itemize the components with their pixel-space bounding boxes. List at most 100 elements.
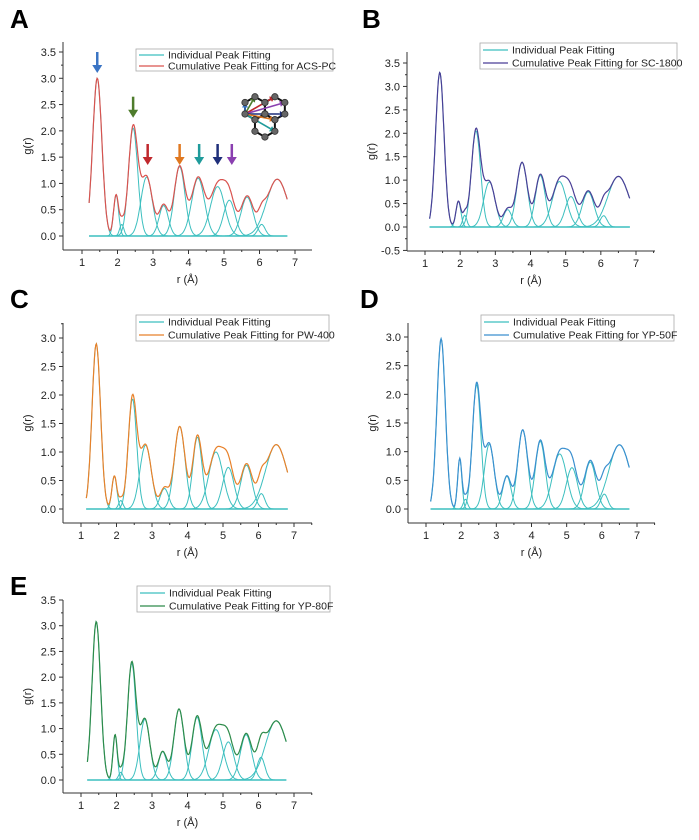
y-tick-label: 0.0 xyxy=(41,231,56,243)
y-tick-label: 1.0 xyxy=(41,724,56,736)
individual-peak-4 xyxy=(430,383,630,510)
y-tick-label: 2.5 xyxy=(386,361,401,373)
carbon-atom xyxy=(271,93,279,101)
arrow-head xyxy=(128,109,139,118)
x-axis-label: r (Å) xyxy=(520,274,541,287)
x-tick-label: 2 xyxy=(458,530,464,542)
peak-arrow-6 xyxy=(212,144,223,166)
y-tick-label: 1.0 xyxy=(385,175,400,187)
y-tick-label: 0.5 xyxy=(41,205,56,217)
x-axis-label: r (Å) xyxy=(521,546,542,559)
x-tick-label: 2 xyxy=(457,258,463,270)
distance-vector xyxy=(244,103,281,115)
x-tick-label: 5 xyxy=(564,530,570,542)
x-tick-label: 3 xyxy=(150,257,156,269)
legend-box xyxy=(135,48,334,72)
carbon-atom xyxy=(251,116,259,124)
legend-box xyxy=(479,42,678,70)
x-tick-label: 2 xyxy=(113,800,119,812)
arrow-head xyxy=(226,157,237,166)
peak-arrow-5 xyxy=(194,144,205,166)
y-tick-label: 0.0 xyxy=(385,222,400,234)
y-tick-label: 1.5 xyxy=(41,419,56,431)
peak-arrow-1 xyxy=(92,52,103,74)
y-tick-label: 2.0 xyxy=(385,128,400,140)
cumulative-curve xyxy=(85,342,289,506)
individual-peak-6 xyxy=(86,487,288,510)
y-tick-label: 3.5 xyxy=(41,595,56,607)
legend-entry: Cumulative Peak Fitting for SC-1800 xyxy=(512,58,683,70)
legend-entry: Individual Peak Fitting xyxy=(512,45,615,57)
arrow-head xyxy=(212,157,223,166)
y-tick-label: 2.0 xyxy=(386,389,401,401)
carbon-atom xyxy=(241,110,249,118)
cumulative-curve xyxy=(430,336,630,507)
y-tick-label: 2.5 xyxy=(385,105,400,117)
y-tick-label: 2.0 xyxy=(41,672,56,684)
panel-letter: C xyxy=(10,284,29,314)
x-tick-label: 6 xyxy=(255,800,261,812)
individual-peak-4 xyxy=(429,130,630,228)
y-tick-label: 0.0 xyxy=(41,504,56,516)
y-tick-label: 3.0 xyxy=(41,73,56,85)
graphene-inset xyxy=(241,93,289,141)
arrow-head xyxy=(174,157,185,166)
legend-entry: Cumulative Peak Fitting for YP-50F xyxy=(513,330,677,342)
x-tick-label: 7 xyxy=(291,800,297,812)
carbon-atom xyxy=(261,110,269,118)
y-tick-label: -0.5 xyxy=(381,245,400,257)
carbon-atom xyxy=(251,93,259,101)
legend-entry: Individual Peak Fitting xyxy=(168,317,271,329)
y-tick-label: 3.0 xyxy=(41,621,56,633)
y-tick-label: 0.0 xyxy=(41,775,56,787)
legend-box xyxy=(135,314,330,342)
x-tick-label: 6 xyxy=(599,530,605,542)
y-tick-label: 1.5 xyxy=(41,698,56,710)
carbon-atom xyxy=(271,127,279,135)
x-tick-label: 3 xyxy=(149,530,155,542)
carbon-atom xyxy=(261,133,269,141)
y-axis-label: g(r) xyxy=(367,414,379,431)
carbon-atom xyxy=(241,98,249,107)
x-tick-label: 5 xyxy=(220,530,226,542)
legend-entry: Individual Peak Fitting xyxy=(513,317,616,329)
cumulative-curve xyxy=(429,71,631,225)
panel-letter: A xyxy=(10,4,29,34)
carbon-atom xyxy=(251,127,259,135)
distance-vector xyxy=(244,113,271,120)
y-tick-label: 1.5 xyxy=(41,152,56,164)
x-tick-label: 2 xyxy=(114,257,120,269)
peak-arrow-4 xyxy=(174,144,185,166)
x-tick-label: 3 xyxy=(492,258,498,270)
panel-letter: D xyxy=(360,284,379,314)
individual-peak-4 xyxy=(86,398,288,510)
y-axis-label: g(r) xyxy=(22,137,34,154)
carbon-atom xyxy=(261,98,269,107)
y-tick-label: 2.0 xyxy=(41,390,56,402)
legend-entry: Cumulative Peak Fitting for ACS-PC xyxy=(168,61,336,73)
carbon-atom xyxy=(281,110,289,118)
y-tick-label: 3.5 xyxy=(385,58,400,70)
x-tick-label: 7 xyxy=(291,530,297,542)
y-tick-label: 0.5 xyxy=(386,475,401,487)
y-tick-label: 2.0 xyxy=(41,126,56,138)
legend-entry: Cumulative Peak Fitting for PW-400 xyxy=(168,330,335,342)
y-tick-label: 2.5 xyxy=(41,362,56,374)
carbon-atom xyxy=(281,98,289,107)
y-axis-label: g(r) xyxy=(366,143,378,160)
x-tick-label: 7 xyxy=(633,258,639,270)
panel-d: D 1 2 3 4 5 6 7 0.0 0.5 1.0 1.5 2.0 2.5 3.0 r (Å) g(r) In… xyxy=(360,284,677,559)
y-tick-label: 3.5 xyxy=(41,47,56,59)
x-tick-label: 1 xyxy=(78,800,84,812)
y-tick-label: 1.0 xyxy=(386,447,401,459)
arrow-head xyxy=(92,65,103,74)
x-tick-label: 4 xyxy=(528,530,534,542)
y-tick-label: 3.0 xyxy=(385,81,400,93)
panel-a: A 1 2 3 4 5 6 7 0.0 0.5 1.0 1.5 2.0 2.5 3.0 3.5 r (Å) g(r… xyxy=(10,4,336,286)
y-tick-label: 2.5 xyxy=(41,100,56,112)
carbon-atom xyxy=(271,116,279,124)
legend-box xyxy=(136,585,331,613)
x-tick-label: 6 xyxy=(255,530,261,542)
y-tick-label: 0.5 xyxy=(385,199,400,211)
